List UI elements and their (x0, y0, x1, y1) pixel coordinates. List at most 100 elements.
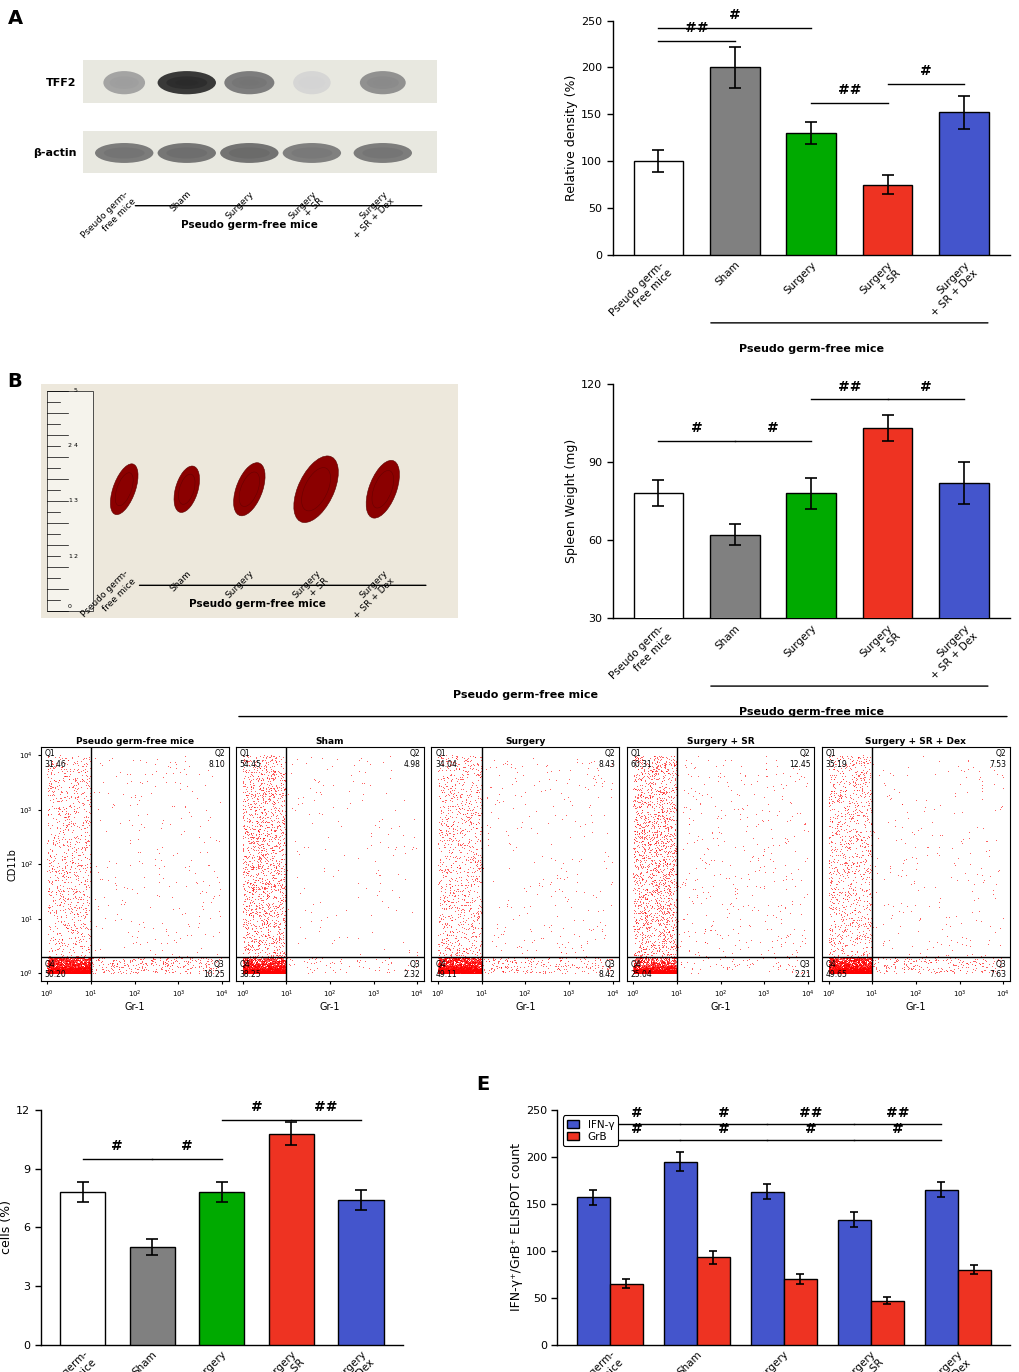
Point (262, 960, 278, 982)
Point (859, 958, 875, 980)
Point (44, 871, 60, 893)
Point (46, 959, 62, 981)
Point (264, 952, 280, 974)
Point (655, 959, 672, 981)
Point (656, 837, 673, 859)
Point (848, 956, 864, 978)
Point (51, 796, 67, 818)
Point (838, 952, 854, 974)
Point (836, 962, 852, 984)
Point (448, 955, 465, 977)
Point (654, 960, 671, 982)
Point (508, 962, 525, 984)
Point (645, 962, 661, 984)
Point (854, 962, 870, 984)
Point (72, 955, 89, 977)
Point (270, 766, 286, 788)
Point (661, 956, 678, 978)
Point (663, 952, 680, 974)
Point (73, 955, 90, 977)
Point (271, 960, 287, 982)
Point (468, 958, 484, 980)
Point (65, 882, 82, 904)
Point (253, 801, 269, 823)
Point (66, 799, 83, 820)
Point (443, 945, 460, 967)
Point (659, 949, 676, 971)
Point (649, 801, 665, 823)
Point (859, 949, 875, 971)
Point (473, 962, 489, 984)
Point (636, 884, 652, 906)
Point (823, 823, 840, 845)
Point (626, 874, 642, 896)
Point (820, 962, 837, 984)
Point (43, 951, 59, 973)
Point (768, 929, 785, 951)
Point (436, 959, 452, 981)
Point (823, 948, 840, 970)
Point (629, 921, 645, 943)
Point (69, 960, 86, 982)
Point (455, 962, 472, 984)
Point (845, 962, 861, 984)
Point (627, 952, 643, 974)
Point (955, 760, 971, 782)
Point (452, 960, 469, 982)
Point (859, 808, 875, 830)
Point (431, 775, 447, 797)
Point (455, 960, 472, 982)
Point (459, 799, 475, 820)
Point (443, 959, 460, 981)
Point (81, 958, 97, 980)
Point (440, 951, 457, 973)
Point (843, 956, 859, 978)
Point (961, 936, 977, 958)
Point (255, 958, 271, 980)
Point (822, 855, 839, 877)
Point (447, 948, 464, 970)
Point (58, 954, 74, 975)
Point (637, 958, 653, 980)
Point (81, 958, 97, 980)
Point (734, 799, 750, 820)
Point (275, 790, 291, 812)
Point (473, 945, 489, 967)
Point (465, 955, 481, 977)
Point (41, 879, 57, 901)
Point (631, 886, 647, 908)
Point (793, 764, 809, 786)
Point (48, 943, 64, 965)
Point (454, 954, 471, 975)
Point (260, 885, 276, 907)
Point (657, 750, 674, 772)
Point (433, 820, 449, 842)
Point (448, 955, 465, 977)
Point (827, 962, 844, 984)
Point (646, 837, 662, 859)
Point (860, 956, 876, 978)
Point (907, 858, 923, 879)
Point (274, 959, 290, 981)
Point (254, 772, 270, 794)
Point (42, 901, 58, 923)
Point (665, 962, 682, 984)
Point (842, 958, 858, 980)
Point (628, 962, 644, 984)
Point (70, 959, 87, 981)
Point (76, 951, 93, 973)
Point (322, 952, 338, 974)
Point (355, 783, 371, 805)
Point (250, 770, 266, 792)
Point (820, 958, 837, 980)
Point (663, 962, 680, 984)
Point (859, 959, 875, 981)
Point (235, 960, 252, 982)
Point (655, 951, 672, 973)
Point (56, 962, 72, 984)
Point (264, 958, 280, 980)
Point (667, 959, 684, 981)
Point (71, 816, 88, 838)
Point (665, 901, 682, 923)
Point (279, 859, 296, 881)
